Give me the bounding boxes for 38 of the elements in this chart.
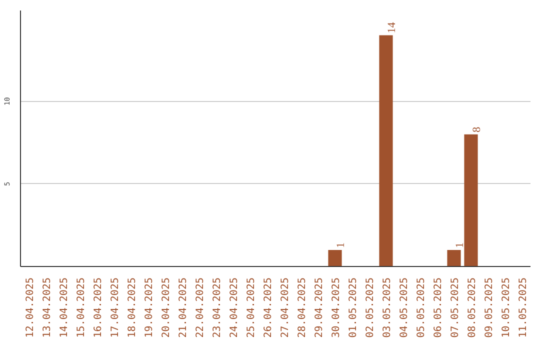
x-tick-label: 09.05.2025 [484, 277, 495, 338]
x-tick-label: 15.04.2025 [76, 277, 87, 338]
x-tick-label: 03.05.2025 [382, 277, 393, 338]
x-tick-label: 04.05.2025 [399, 277, 410, 338]
x-tick-label: 14.04.2025 [59, 277, 70, 338]
x-tick-label: 17.04.2025 [110, 277, 121, 338]
data-label: 1 [454, 242, 466, 248]
x-tick-label: 06.05.2025 [433, 277, 444, 338]
x-tick-label: 25.04.2025 [246, 277, 257, 338]
x-tick-label: 05.05.2025 [416, 277, 427, 338]
x-tick-label: 13.04.2025 [42, 277, 53, 338]
x-tick-label: 27.04.2025 [280, 277, 291, 338]
data-label: 8 [471, 126, 483, 132]
bar [328, 250, 342, 266]
x-tick-label: 22.04.2025 [195, 277, 206, 338]
x-tick-label: 30.04.2025 [331, 277, 342, 338]
x-tick-label: 29.04.2025 [314, 277, 325, 338]
x-tick-label: 12.04.2025 [25, 277, 36, 338]
x-tick-label: 08.05.2025 [467, 277, 478, 338]
x-tick-label: 16.04.2025 [93, 277, 104, 338]
x-tick-label: 23.04.2025 [212, 277, 223, 338]
x-tick-label: 26.04.2025 [263, 277, 274, 338]
bar [379, 35, 393, 266]
data-label: 1 [335, 242, 347, 248]
x-tick-label: 20.04.2025 [161, 277, 172, 338]
x-tick-label: 21.04.2025 [178, 277, 189, 338]
bar [464, 134, 478, 266]
x-tick-label: 07.05.2025 [450, 277, 461, 338]
bar [447, 250, 461, 266]
data-label: 14 [386, 22, 398, 34]
x-tick-label: 24.04.2025 [229, 277, 240, 338]
x-tick-label: 02.05.2025 [365, 277, 376, 338]
x-tick-label: 19.04.2025 [144, 277, 155, 338]
x-tick-label: 11.05.2025 [518, 277, 529, 338]
x-tick-label: 18.04.2025 [127, 277, 138, 338]
x-tick-label: 10.05.2025 [501, 277, 512, 338]
x-tick-label: 28.04.2025 [297, 277, 308, 338]
x-tick-label: 01.05.2025 [348, 277, 359, 338]
